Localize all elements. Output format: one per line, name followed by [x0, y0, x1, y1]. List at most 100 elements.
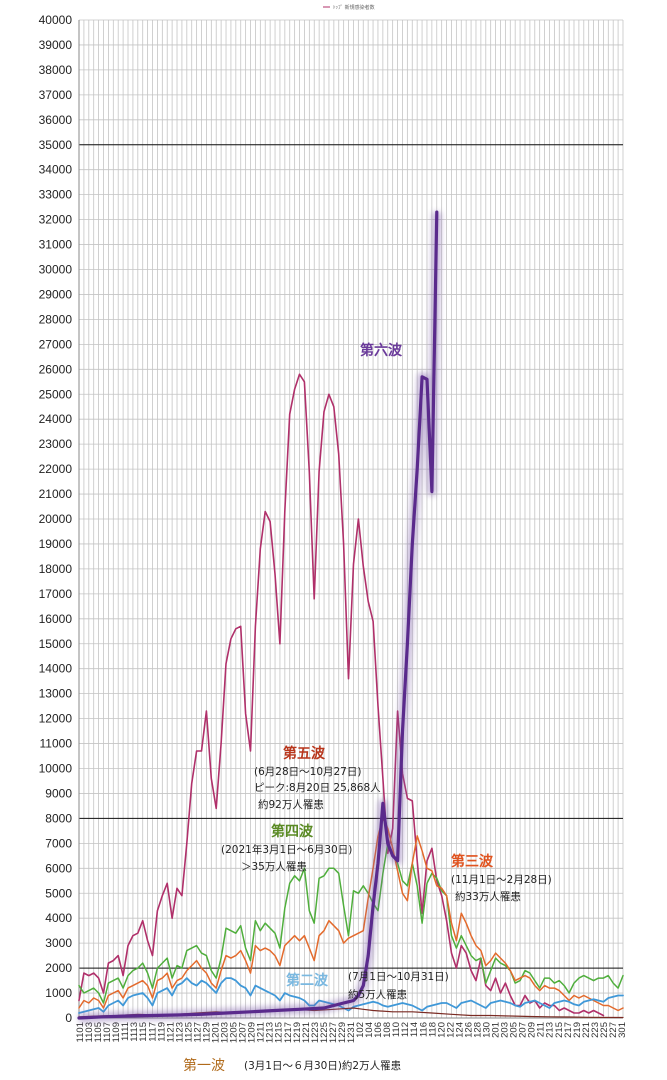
- x-tick-label: 203: [500, 1022, 511, 1038]
- x-tick-label: 205: [509, 1022, 520, 1038]
- series-lines: [77, 210, 624, 1023]
- y-tick-label: 5000: [45, 886, 72, 900]
- x-tick-label: 227: [608, 1022, 619, 1038]
- legend-label: ﾄｯﾌﾟ 新規感染者数: [333, 4, 375, 11]
- x-tick-label: 122: [445, 1022, 456, 1038]
- annotation-wave4: 第四波 (2021年3月1日～6月30日) ＞35万人罹患: [221, 823, 352, 873]
- y-tick-label: 3000: [45, 936, 72, 950]
- y-tick-label: 22000: [39, 462, 73, 476]
- y-tick-label: 10000: [39, 762, 73, 776]
- wave4-total: ＞35万人罹患: [241, 861, 307, 873]
- y-tick-label: 39000: [39, 38, 73, 52]
- x-tick-label: 1217: [283, 1022, 294, 1043]
- wave2-total: 約5万人罹患: [348, 988, 407, 1001]
- x-tick-label: 217: [563, 1022, 574, 1038]
- x-tick-label: 1225: [319, 1022, 330, 1043]
- x-tick-label: 114: [409, 1022, 420, 1037]
- wave2-title: 第二波: [286, 972, 329, 989]
- x-tick-label: 102: [355, 1022, 366, 1038]
- x-tick-label: 1221: [301, 1022, 312, 1043]
- wave5-total: 約92万人罹患: [258, 798, 324, 811]
- wave3-title: 第三波: [451, 853, 494, 870]
- series-wave6-line: [77, 210, 439, 1020]
- y-tick-label: 38000: [39, 63, 73, 77]
- x-tick-label: 118: [427, 1022, 438, 1037]
- x-tick-label: 112: [400, 1022, 411, 1037]
- y-tick-label: 12000: [39, 712, 73, 726]
- x-tick-label: 1101: [75, 1022, 86, 1042]
- y-tick-label: 37000: [39, 88, 73, 102]
- x-tick-label: 1113: [129, 1022, 140, 1042]
- y-tick-label: 17000: [39, 587, 73, 601]
- x-tick-label: 225: [599, 1022, 610, 1038]
- x-tick-label: 1203: [220, 1022, 231, 1043]
- x-tick-label: 219: [572, 1022, 583, 1038]
- y-tick-label: 6000: [45, 861, 72, 875]
- y-tick-label: 28000: [39, 312, 73, 326]
- x-tick-label: 1109: [111, 1022, 122, 1042]
- x-tick-label: 223: [590, 1022, 601, 1038]
- y-tick-label: 27000: [39, 337, 73, 351]
- x-tick-label: 1205: [229, 1022, 240, 1043]
- x-tick-label: 110: [391, 1022, 402, 1037]
- x-tick-label: 128: [472, 1022, 483, 1038]
- x-tick-label: 1107: [102, 1022, 113, 1042]
- y-tick-label: 13000: [39, 687, 73, 701]
- legend: ﾄｯﾌﾟ 新規感染者数: [323, 4, 375, 11]
- x-tick-label: 1111: [120, 1022, 131, 1041]
- y-tick-label: 35000: [39, 138, 73, 152]
- series-wave3-line: [78, 817, 624, 1012]
- x-tick-label: 126: [463, 1022, 474, 1038]
- x-tick-label: 1219: [292, 1022, 303, 1043]
- x-tick-label: 1125: [183, 1022, 194, 1042]
- wave1-period-total: (3月1日～６月30日)約2万人罹患: [244, 1059, 401, 1072]
- wave6-title: 第六波: [360, 342, 403, 359]
- x-tick-label: 221: [581, 1022, 592, 1038]
- x-axis-ticks: 1101110311051107110911111113111511171119…: [75, 1022, 628, 1043]
- y-tick-label: 8000: [45, 811, 72, 825]
- y-tick-label: 9000: [45, 786, 72, 800]
- x-tick-label: 1209: [247, 1022, 258, 1043]
- x-tick-label: 108: [382, 1022, 393, 1038]
- x-tick-label: 1105: [93, 1022, 104, 1042]
- x-tick-label: 211: [536, 1022, 547, 1037]
- x-tick-label: 1117: [147, 1022, 158, 1042]
- x-tick-label: 1211: [256, 1022, 267, 1042]
- y-tick-label: 1000: [45, 986, 72, 1000]
- y-tick-label: 32000: [39, 213, 73, 227]
- y-tick-label: 14000: [39, 662, 73, 676]
- x-tick-label: 130: [482, 1022, 493, 1038]
- y-tick-label: 18000: [39, 562, 73, 576]
- x-tick-label: 1115: [138, 1022, 149, 1042]
- wave5-peak: ピーク:8月20日 25,868人: [254, 782, 381, 794]
- y-tick-label: 4000: [45, 911, 72, 925]
- y-tick-label: 26000: [39, 362, 73, 376]
- y-tick-label: 30000: [39, 263, 73, 277]
- y-tick-label: 16000: [39, 612, 73, 626]
- y-tick-label: 0: [65, 1011, 72, 1025]
- x-tick-label: 104: [364, 1022, 375, 1038]
- x-tick-label: 209: [527, 1022, 538, 1038]
- x-tick-label: 215: [554, 1022, 565, 1038]
- x-tick-label: 124: [454, 1022, 465, 1038]
- x-tick-label: 1127: [192, 1022, 203, 1042]
- wave3-period: (11月1日～2月28日): [451, 874, 552, 886]
- y-tick-label: 25000: [39, 387, 73, 401]
- x-tick-label: 1227: [328, 1022, 339, 1043]
- x-tick-label: 1119: [156, 1022, 167, 1042]
- x-tick-label: 1215: [274, 1022, 285, 1043]
- y-tick-label: 11000: [40, 737, 73, 751]
- x-tick-label: 1129: [201, 1022, 212, 1042]
- annotation-wave5: 第五波 (6月28日～10月27日) ピーク:8月20日 25,868人 約92…: [254, 745, 381, 811]
- y-tick-label: 15000: [39, 637, 73, 651]
- x-tick-label: 1231: [346, 1022, 357, 1043]
- annotation-wave2: 第二波 (7月1日～10月31日) 約5万人罹患: [286, 971, 449, 1001]
- x-tick-label: 201: [491, 1022, 502, 1038]
- x-tick-label: 1229: [337, 1022, 348, 1043]
- x-tick-label: 1223: [310, 1022, 321, 1043]
- x-tick-label: 213: [545, 1022, 556, 1038]
- wave3-total: 約33万人罹患: [455, 890, 521, 903]
- wave1-title: 第一波: [183, 1057, 225, 1074]
- x-tick-label: 301: [617, 1022, 628, 1038]
